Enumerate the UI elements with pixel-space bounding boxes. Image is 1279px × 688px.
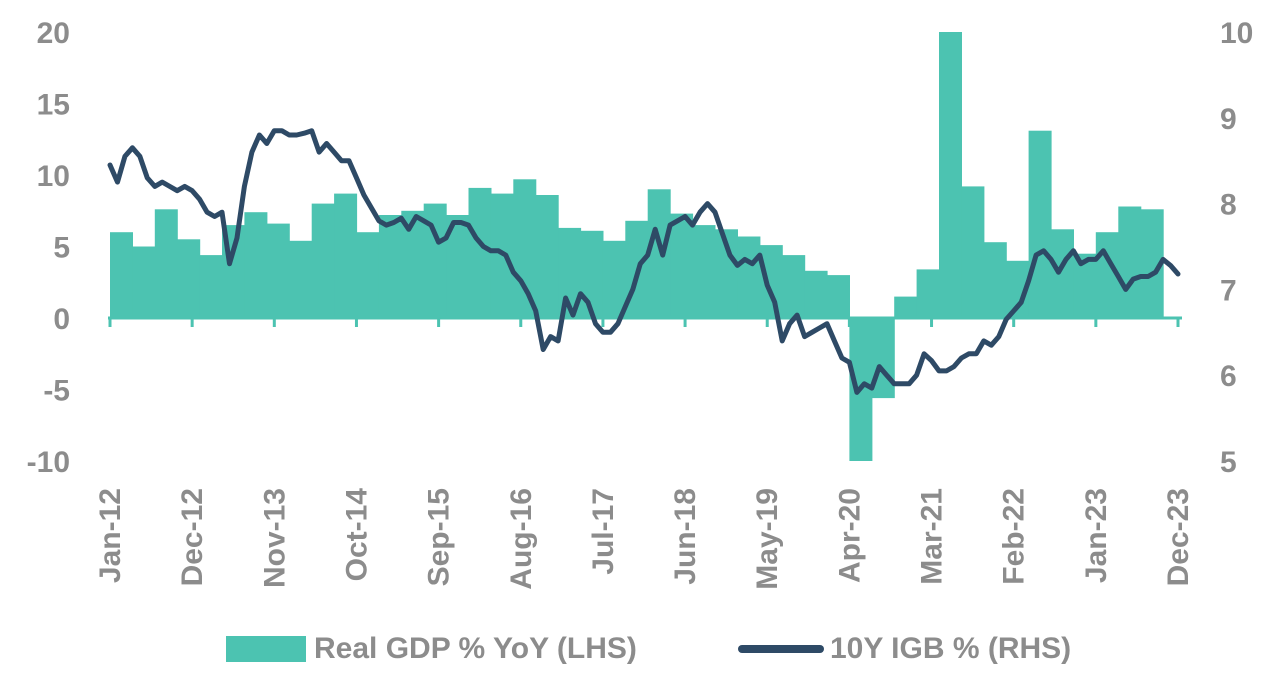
gdp-bar bbox=[983, 242, 1007, 318]
legend-item-igb: 10Y IGB % (RHS) bbox=[738, 632, 1071, 666]
gdp-bar bbox=[782, 255, 806, 318]
right-tick-label: 10 bbox=[1220, 17, 1253, 50]
x-tick-label: Mar-21 bbox=[916, 488, 949, 585]
gdp-bar bbox=[535, 195, 559, 318]
gdp-bar bbox=[602, 240, 626, 318]
gdp-bar bbox=[1051, 229, 1074, 318]
gdp-bar bbox=[266, 223, 290, 318]
x-tick-label: Dec-23 bbox=[1162, 488, 1195, 586]
x-tick-label: Sep-15 bbox=[423, 488, 456, 586]
gdp-bar bbox=[177, 239, 201, 318]
gdp-bar bbox=[871, 318, 895, 399]
left-tick-label: 5 bbox=[53, 232, 70, 265]
x-tick-label: Dec-12 bbox=[176, 488, 209, 586]
left-tick-label: 0 bbox=[53, 303, 70, 336]
gdp-bar bbox=[558, 227, 582, 318]
x-tick-label: Jan-12 bbox=[94, 488, 127, 583]
igb-swatch bbox=[738, 645, 824, 653]
gdp-bar bbox=[356, 232, 380, 318]
right-tick-label: 9 bbox=[1220, 103, 1237, 136]
left-tick-label: -5 bbox=[43, 375, 70, 408]
gdp-bar bbox=[1028, 130, 1052, 318]
left-axis: 20 15 10 5 0 -5 -10 bbox=[27, 17, 70, 479]
gdp-bar bbox=[132, 246, 156, 318]
gdp-bar bbox=[1073, 253, 1097, 318]
x-tick-label: Feb-22 bbox=[998, 488, 1031, 585]
gdp-bar bbox=[894, 296, 918, 318]
gdp-area-series bbox=[110, 32, 1164, 461]
gdp-bar bbox=[423, 203, 447, 318]
gdp-bar bbox=[692, 225, 716, 318]
gdp-bar bbox=[378, 215, 402, 318]
right-tick-label: 5 bbox=[1220, 446, 1237, 479]
x-tick-label: Apr-20 bbox=[833, 488, 866, 583]
x-tick-label: Jul-17 bbox=[587, 488, 620, 575]
x-axis bbox=[108, 316, 1182, 327]
gdp-bar bbox=[715, 229, 738, 318]
left-tick-label: -10 bbox=[27, 446, 70, 479]
legend-item-gdp: Real GDP % YoY (LHS) bbox=[226, 632, 637, 666]
x-tick-label: Oct-14 bbox=[341, 488, 374, 582]
gdp-bar bbox=[916, 269, 940, 318]
gdp-bar bbox=[334, 193, 358, 318]
right-tick-label: 7 bbox=[1220, 274, 1237, 307]
gdp-bar bbox=[446, 215, 470, 318]
chart: 20 15 10 5 0 -5 -10 10 9 8 7 6 5 Jan-12 Dec-12 Nov-13… bbox=[27, 17, 1254, 590]
right-tick-label: 6 bbox=[1220, 360, 1237, 393]
gdp-bar bbox=[804, 270, 828, 318]
x-tick-label: May-19 bbox=[751, 488, 784, 590]
gdp-bar bbox=[401, 210, 425, 319]
left-tick-label: 20 bbox=[37, 17, 70, 50]
gdp-bar bbox=[244, 212, 268, 318]
gdp-bar bbox=[961, 186, 985, 318]
x-tick-label: Aug-16 bbox=[505, 488, 538, 590]
x-tick-label: Jun-18 bbox=[669, 488, 702, 585]
x-axis-labels: Jan-12 Dec-12 Nov-13 Oct-14 Sep-15 Aug-16 Jul-… bbox=[94, 488, 1195, 590]
gdp-bar bbox=[513, 179, 537, 318]
gdp-swatch bbox=[226, 636, 306, 662]
gdp-bar bbox=[827, 275, 850, 318]
igb-line-series bbox=[107, 128, 1181, 395]
right-tick-label: 8 bbox=[1220, 189, 1237, 222]
gdp-bar bbox=[468, 187, 492, 318]
gdp-bar bbox=[199, 255, 223, 318]
gdp-bar bbox=[939, 32, 962, 318]
x-tick-label: Nov-13 bbox=[258, 488, 291, 588]
left-tick-label: 15 bbox=[37, 89, 70, 122]
gdp-bar bbox=[670, 213, 694, 318]
legend: Real GDP % YoY (LHS) 10Y IGB % (RHS) bbox=[0, 620, 1279, 680]
gdp-bar bbox=[1118, 206, 1142, 318]
gdp-bar bbox=[154, 209, 178, 318]
gdp-bar bbox=[759, 245, 783, 318]
gdp-bar bbox=[647, 189, 671, 318]
gdp-bar bbox=[110, 232, 133, 318]
gdp-bar bbox=[1140, 209, 1164, 318]
left-tick-label: 10 bbox=[37, 160, 70, 193]
gdp-bar bbox=[1006, 260, 1030, 318]
gdp-bar bbox=[737, 236, 761, 318]
gdp-bar bbox=[289, 240, 313, 318]
gdp-bar bbox=[580, 230, 604, 318]
legend-label-gdp: Real GDP % YoY (LHS) bbox=[314, 632, 637, 665]
legend-label-igb: 10Y IGB % (RHS) bbox=[830, 632, 1072, 665]
x-tick-label: Jan-23 bbox=[1080, 488, 1113, 583]
igb-line bbox=[107, 128, 1181, 395]
gdp-bar bbox=[311, 203, 335, 318]
right-axis: 10 9 8 7 6 5 bbox=[1220, 17, 1253, 479]
